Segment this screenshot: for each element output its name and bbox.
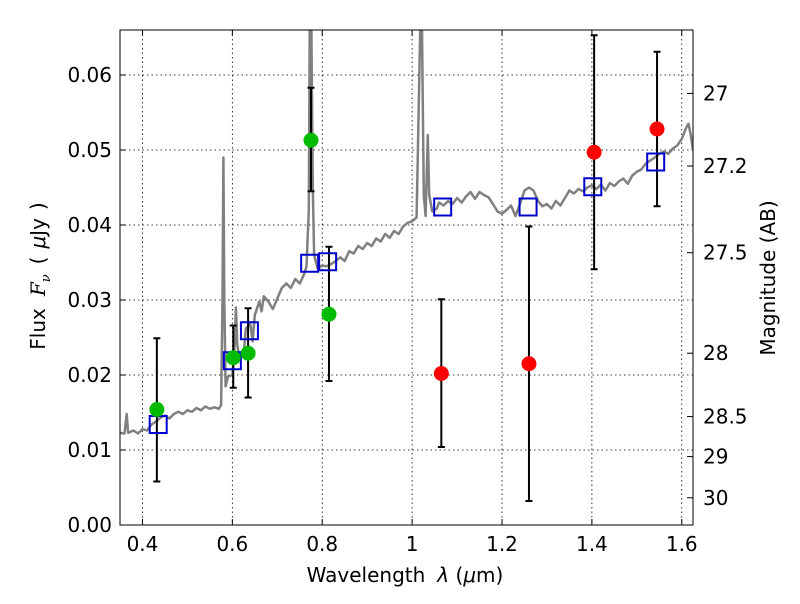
y-tick-label: 0.04 (67, 213, 112, 237)
y-tick-label: 0.01 (67, 438, 112, 462)
y-tick-label: 0.02 (67, 363, 112, 387)
green-data-point (321, 306, 337, 322)
y2-tick-label: 29 (703, 445, 728, 469)
model-square (583, 177, 603, 197)
green-data-point (149, 402, 165, 417)
y-axis-label: FluxFν(μJy) (26, 202, 54, 349)
red-data-point (433, 366, 449, 381)
y-tick-label: 0.03 (67, 288, 112, 312)
model-square (318, 252, 338, 272)
red-data-point (521, 356, 537, 372)
y-tick-label: 0.05 (67, 138, 112, 162)
axes: 0.4 0.6 0.8 1 1.2 1.4 1.6 0.00 0.01 0.02 0.03 0.04 0… (67, 30, 748, 556)
x-tick-label: 1.2 (486, 532, 518, 556)
plot-frame (119, 29, 694, 526)
y-tick-label: 0.06 (67, 63, 112, 87)
x-tick-label: 0.4 (127, 532, 159, 556)
x-tick-label: 1 (406, 532, 419, 556)
x-axis-label: Wavelength λ (μm) (307, 563, 504, 587)
x-tick-label: 1.4 (576, 532, 608, 556)
y2-tick-label: 27 (703, 81, 728, 105)
y2-tick-label: 30 (703, 486, 728, 510)
x-tick-label: 0.6 (216, 532, 248, 556)
green-data-point (240, 345, 256, 361)
x-tick-label: 1.6 (666, 532, 698, 556)
model-square (433, 197, 453, 217)
green-data-point (303, 132, 319, 148)
green-data-point (225, 350, 241, 366)
y-tick-label: 0.00 (67, 513, 112, 537)
model-square (646, 152, 666, 172)
model-square (518, 197, 538, 217)
red-data-point (649, 121, 665, 137)
plot-area (120, 30, 693, 502)
y2-tick-label: 27.5 (703, 241, 748, 265)
y2-axis-label: Magnitude (AB) (756, 200, 780, 355)
spectrum-line (120, 30, 693, 435)
model-square (239, 321, 259, 341)
y2-tick-label: 28 (703, 341, 728, 365)
grid (120, 30, 693, 526)
y2-tick-label: 28.5 (703, 405, 748, 429)
red-data-point (586, 144, 602, 160)
y2-tick-label: 27.2 (703, 154, 748, 178)
x-tick-label: 0.8 (306, 532, 338, 556)
